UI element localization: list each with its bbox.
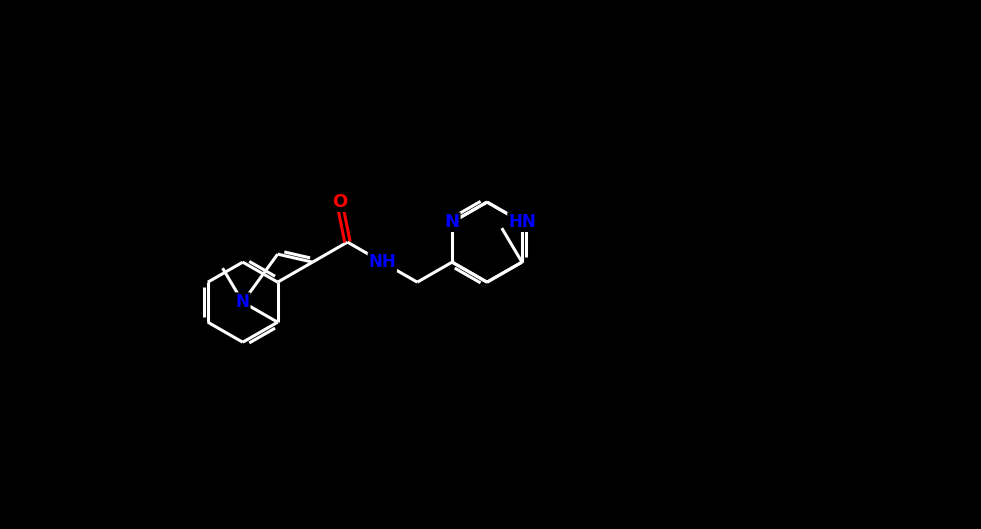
- Text: HN: HN: [508, 213, 536, 231]
- Text: N: N: [444, 213, 460, 231]
- Text: N: N: [235, 293, 250, 311]
- Text: NH: NH: [369, 253, 396, 271]
- Text: N: N: [514, 213, 530, 231]
- Text: O: O: [332, 193, 347, 211]
